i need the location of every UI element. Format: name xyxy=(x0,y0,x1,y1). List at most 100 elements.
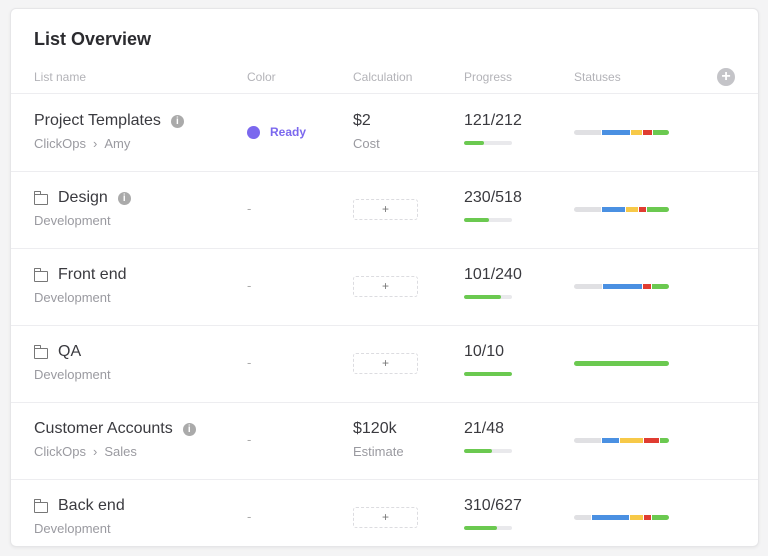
column-header-list-name[interactable]: List name xyxy=(34,70,87,84)
table-row[interactable]: Project Templates i ClickOps › Amy Ready $2 Cos… xyxy=(11,94,758,172)
table-row[interactable]: Front end Development - +101/240 xyxy=(11,248,758,326)
list-name[interactable]: Project Templates i xyxy=(34,112,184,130)
table-row[interactable]: Design i Development - +230/518 xyxy=(11,171,758,249)
table-row[interactable]: QA Development - +10/10 xyxy=(11,325,758,403)
list-overview-card: List Overview List name Color Calculatio… xyxy=(10,8,759,547)
status-segment-in-progress xyxy=(602,438,619,443)
info-icon[interactable]: i xyxy=(117,191,131,205)
status-segment-todo xyxy=(574,207,602,212)
path-segment[interactable]: Development xyxy=(34,521,111,536)
folder-icon xyxy=(33,344,48,359)
list-name-text[interactable]: Back end xyxy=(58,497,125,514)
list-path: ClickOps › Sales xyxy=(34,444,137,459)
page-title: List Overview xyxy=(34,29,152,49)
status-segment-todo xyxy=(574,130,602,135)
status-segment-blocked xyxy=(638,207,647,212)
chevron-right-icon: › xyxy=(93,444,98,459)
progress-fill xyxy=(464,526,497,530)
status-segment-review xyxy=(626,207,638,212)
color-empty[interactable]: - xyxy=(247,201,252,216)
status-segment-done xyxy=(647,207,669,212)
list-name-text[interactable]: Project Templates xyxy=(34,112,161,129)
column-header-calculation[interactable]: Calculation xyxy=(353,70,413,84)
add-calculation-button[interactable]: + xyxy=(353,353,418,374)
list-name[interactable]: Front end xyxy=(33,266,127,284)
status-segment-done xyxy=(652,284,669,289)
status-segment-review xyxy=(630,515,644,520)
path-segment[interactable]: ClickOps xyxy=(34,136,87,151)
column-header-statuses[interactable]: Statuses xyxy=(574,70,621,84)
info-icon[interactable]: i xyxy=(170,114,184,128)
status-segment-done xyxy=(574,361,669,366)
status-segment-in-progress xyxy=(591,515,630,520)
status-segment-todo xyxy=(574,438,602,443)
list-name[interactable]: Back end xyxy=(33,497,125,515)
table-row[interactable]: Back end Development - +310/627 xyxy=(11,479,758,546)
status-bar[interactable] xyxy=(574,361,669,366)
path-segment[interactable]: ClickOps xyxy=(34,444,87,459)
status-segment-in-progress xyxy=(602,284,643,289)
list-name-text[interactable]: Customer Accounts xyxy=(34,420,173,437)
progress-text: 21/48 xyxy=(464,420,505,437)
calculation-value: $120k xyxy=(353,420,397,437)
status-segment-in-progress xyxy=(602,130,630,135)
column-header-progress[interactable]: Progress xyxy=(464,70,513,84)
color-empty[interactable]: - xyxy=(247,432,252,447)
color-empty[interactable]: - xyxy=(247,355,252,370)
status-bar[interactable] xyxy=(574,207,669,212)
header-divider xyxy=(11,93,758,94)
progress-fill xyxy=(464,141,485,145)
path-segment[interactable]: Development xyxy=(34,367,111,382)
list-name[interactable]: Design i xyxy=(33,189,131,207)
path-segment[interactable]: Sales xyxy=(104,444,137,459)
chevron-right-icon: › xyxy=(93,136,98,151)
path-segment[interactable]: Development xyxy=(34,290,111,305)
info-icon[interactable]: i xyxy=(182,422,196,436)
status-segment-blocked xyxy=(644,438,659,443)
status-bar[interactable] xyxy=(574,130,669,135)
add-column-button[interactable]: + xyxy=(717,68,735,86)
list-name[interactable]: Customer Accounts i xyxy=(34,420,196,438)
list-name-text[interactable]: Front end xyxy=(58,266,127,283)
status-segment-todo xyxy=(574,284,602,289)
list-path: Development xyxy=(34,367,111,382)
plus-circle-icon: + xyxy=(721,68,731,85)
status-segment-in-progress xyxy=(602,207,626,212)
progress-text: 230/518 xyxy=(464,189,522,206)
column-header-color[interactable]: Color xyxy=(247,70,276,84)
status-bar[interactable] xyxy=(574,284,669,289)
add-calculation-button[interactable]: + xyxy=(353,199,418,220)
list-path: Development xyxy=(34,290,111,305)
color-label: Ready xyxy=(270,125,307,139)
calculation-label: Estimate xyxy=(353,444,404,459)
status-bar[interactable] xyxy=(574,438,669,443)
color-empty[interactable]: - xyxy=(247,278,252,293)
status-segment-blocked xyxy=(643,130,652,135)
add-calculation-button[interactable]: + xyxy=(353,507,418,528)
status-segment-blocked xyxy=(643,284,652,289)
color-badge[interactable]: Ready xyxy=(247,125,306,139)
progress-bar xyxy=(464,526,512,530)
list-name-text[interactable]: Design xyxy=(58,189,108,206)
color-dot xyxy=(247,125,260,139)
progress-fill xyxy=(464,295,501,299)
status-bar[interactable] xyxy=(574,515,669,520)
color-empty[interactable]: - xyxy=(247,509,252,524)
path-segment[interactable]: Amy xyxy=(104,136,131,151)
folder-icon xyxy=(33,190,48,205)
status-segment-review xyxy=(619,438,644,443)
path-segment[interactable]: Development xyxy=(34,213,111,228)
folder-icon xyxy=(33,267,48,282)
add-calculation-button[interactable]: + xyxy=(353,276,418,297)
progress-text: 10/10 xyxy=(464,343,505,360)
list-name-text[interactable]: QA xyxy=(58,343,82,360)
progress-text: 121/212 xyxy=(464,112,522,129)
table-row[interactable]: Customer Accounts i ClickOps › Sales - $120k Es… xyxy=(11,402,758,480)
progress-bar xyxy=(464,218,512,222)
list-name[interactable]: QA xyxy=(33,343,82,361)
progress-bar xyxy=(464,449,512,453)
progress-fill xyxy=(464,372,512,376)
progress-fill xyxy=(464,449,492,453)
progress-text: 310/627 xyxy=(464,497,522,514)
list-path: Development xyxy=(34,213,111,228)
